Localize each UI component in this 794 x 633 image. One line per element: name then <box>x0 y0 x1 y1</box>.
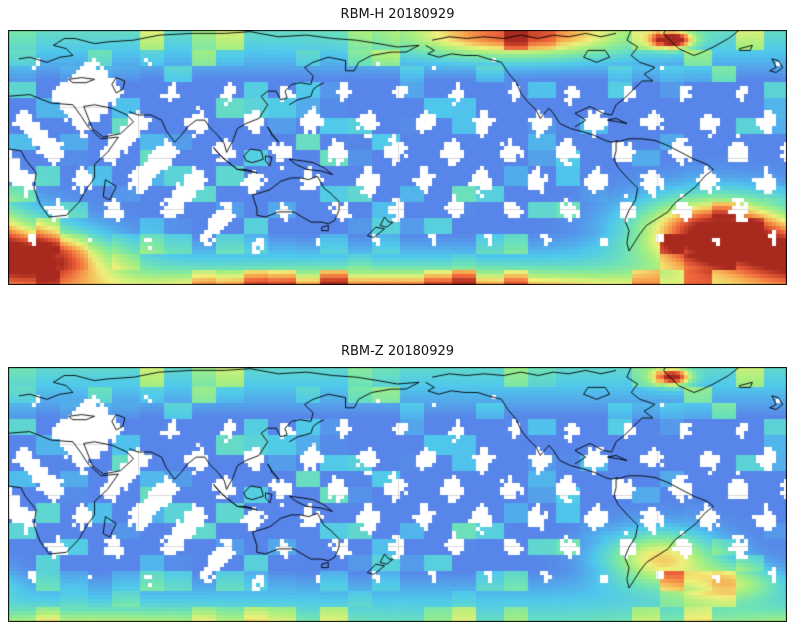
rbm-h-map-canvas <box>8 30 787 285</box>
rbm-z-map-canvas <box>8 367 787 622</box>
chart-title-rbm-z: RBM-Z 20180929 <box>340 344 455 359</box>
chart-title-rbm-h: RBM-H 20180929 <box>340 7 455 22</box>
